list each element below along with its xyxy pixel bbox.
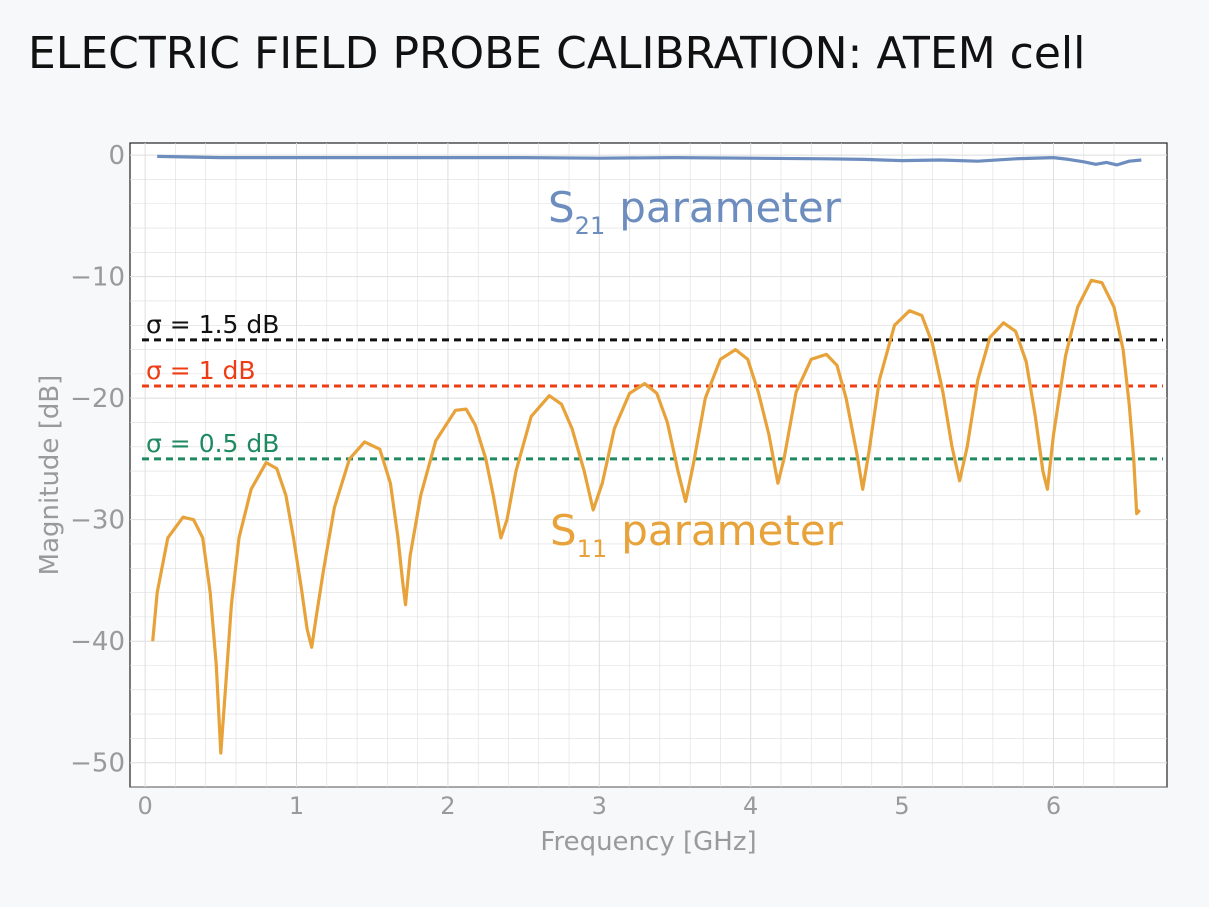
threshold-label-sigma-1.5: σ = 1.5 dB: [146, 310, 279, 339]
series-label-s21: S21 parameter: [548, 183, 842, 240]
x-tick-label: 1: [289, 792, 304, 820]
threshold-label-sigma-1: σ = 1 dB: [146, 356, 256, 385]
y-tick-label: −20: [70, 384, 125, 414]
page-title: ELECTRIC FIELD PROBE CALIBRATION: ATEM c…: [28, 28, 1086, 79]
x-tick-label: 0: [137, 792, 152, 820]
series-layer: [151, 154, 1142, 755]
plot-area: [129, 142, 1168, 788]
x-axis-label: Frequency [GHz]: [540, 827, 756, 857]
x-tick-label: 2: [440, 792, 455, 820]
y-tick-label: −10: [70, 263, 125, 293]
x-tick-label: 4: [743, 792, 758, 820]
y-tick-label: −40: [70, 627, 125, 657]
series-line-s11: [151, 278, 1142, 755]
series-labels: S21 parameter S11 parameter: [548, 183, 844, 563]
y-tick-label: 0: [108, 141, 125, 171]
tick-labels: 0 1 2 3 4 5 6 0 −10 −20 −30 −40 −50: [70, 141, 1061, 820]
threshold-label-sigma-0.5: σ = 0.5 dB: [146, 429, 279, 458]
y-tick-label: −50: [70, 749, 125, 779]
x-tick-label: 3: [592, 792, 607, 820]
x-tick-label: 5: [894, 792, 909, 820]
series-label-s11: S11 parameter: [550, 506, 844, 563]
threshold-lines: σ = 1.5 dB σ = 1 dB σ = 0.5 dB: [142, 310, 1163, 461]
y-axis-label: Magnitude [dB]: [35, 375, 65, 576]
series-line-s21: [157, 154, 1142, 167]
grid: [130, 143, 1167, 788]
y-tick-label: −30: [70, 506, 125, 536]
x-tick-label: 6: [1046, 792, 1061, 820]
